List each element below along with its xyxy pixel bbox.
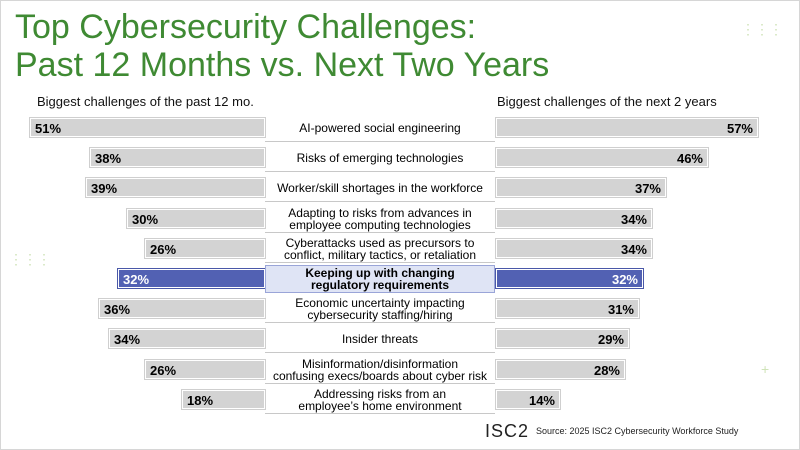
left-bar-5: 32%	[118, 269, 265, 288]
plus-decoration: +	[761, 361, 770, 377]
right-bar-label: 32%	[611, 272, 638, 287]
right-series-header: Biggest challenges of the next 2 years	[497, 94, 717, 109]
left-series-header: Biggest challenges of the past 12 mo.	[37, 94, 254, 109]
category-label-text: Adapting to risks from advances in employ…	[288, 205, 472, 232]
category-label-text: Keeping up with changing regulatory requi…	[305, 266, 455, 292]
left-bar-label: 34%	[114, 332, 141, 347]
left-bar-label: 26%	[150, 242, 177, 257]
source-note: Source: 2025 ISC2 Cybersecurity Workforc…	[536, 426, 739, 436]
category-label-text: AI-powered social engineering	[299, 120, 461, 135]
left-bar-label: 39%	[91, 181, 118, 196]
right-bar-4: 34%	[496, 239, 652, 258]
left-bar-0: 51%	[30, 118, 265, 137]
category-label: Insider threats	[265, 325, 495, 353]
left-bar-9: 18%	[182, 390, 265, 409]
left-bar-3: 30%	[127, 209, 265, 228]
left-bar-1: 38%	[90, 148, 265, 167]
left-bar-label: 32%	[123, 272, 150, 287]
right-bar-label: 34%	[620, 212, 647, 227]
left-bar-label: 36%	[104, 302, 131, 317]
right-bar-label: 29%	[597, 332, 624, 347]
left-bar-4: 26%	[145, 239, 265, 258]
right-bar-8: 28%	[496, 360, 625, 379]
right-bar-6: 31%	[496, 299, 639, 318]
category-label: Keeping up with changing regulatory requi…	[265, 265, 495, 293]
category-label-text: Insider threats	[341, 331, 419, 346]
category-label: Economic uncertainty impacting cybersecur…	[265, 295, 495, 323]
right-bar-2: 37%	[496, 178, 666, 197]
right-bar-5: 32%	[496, 269, 643, 288]
grid-dots-decoration: ⋮⋮⋮	[741, 21, 783, 37]
right-bar-label: 57%	[726, 121, 753, 136]
left-bar-label: 30%	[132, 212, 159, 227]
category-label: Cyberattacks used as precursors to confli…	[265, 235, 495, 263]
category-label: Risks of emerging technologies	[265, 144, 495, 172]
chart-title-line-1: Top Cybersecurity Challenges:	[15, 8, 477, 46]
category-label-text: Worker/skill shortages in the workforce	[277, 180, 483, 195]
category-label: Worker/skill shortages in the workforce	[265, 174, 495, 202]
right-bar-label: 31%	[607, 302, 634, 317]
left-bar-label: 18%	[187, 393, 214, 408]
right-bar-7: 29%	[496, 329, 629, 348]
left-bar-6: 36%	[99, 299, 265, 318]
category-label-text: Risks of emerging technologies	[296, 150, 464, 165]
left-bar-label: 26%	[150, 363, 177, 378]
left-bar-label: 51%	[35, 121, 62, 136]
left-bar-8: 26%	[145, 360, 265, 379]
left-bar-7: 34%	[109, 329, 265, 348]
category-label: Adapting to risks from advances in employ…	[265, 205, 495, 233]
left-bar-label: 38%	[95, 151, 122, 166]
right-bar-3: 34%	[496, 209, 652, 228]
right-bar-label: 37%	[634, 181, 661, 196]
right-bar-1: 46%	[496, 148, 708, 167]
left-bar-2: 39%	[86, 178, 265, 197]
category-label: Addressing risks from an employee’s home …	[265, 386, 495, 414]
right-bar-9: 14%	[496, 390, 560, 409]
right-bar-label: 34%	[620, 242, 647, 257]
right-bar-label: 14%	[528, 393, 555, 408]
category-label-text: Economic uncertainty impacting cybersecur…	[295, 295, 465, 322]
grid-dots-decoration: ⋮⋮⋮	[9, 251, 51, 267]
chart-title-line-2: Past 12 Months vs. Next Two Years	[15, 46, 550, 84]
category-label-text: Cyberattacks used as precursors to confli…	[283, 235, 477, 262]
right-bar-label: 28%	[593, 363, 620, 378]
right-bar-label: 46%	[676, 151, 703, 166]
category-label-text: Misinformation/disinformation confusing e…	[272, 356, 488, 383]
category-label: Misinformation/disinformation confusing e…	[265, 356, 495, 384]
isc2-logo: ISC2	[485, 421, 530, 441]
category-label: AI-powered social engineering	[265, 114, 495, 142]
right-bar-0: 57%	[496, 118, 758, 137]
category-label-text: Addressing risks from an employee’s home …	[298, 386, 462, 413]
